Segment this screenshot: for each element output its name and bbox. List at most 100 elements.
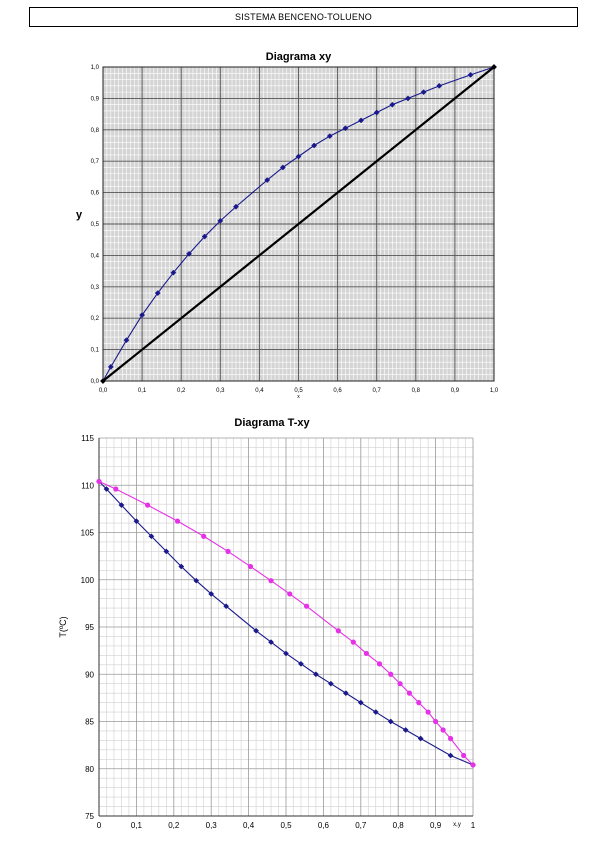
bubble-point-marker: [163, 548, 170, 555]
bubble-point-marker: [447, 752, 454, 759]
x-axis-label: x,y: [453, 822, 461, 828]
y-tick-label: 100: [81, 576, 95, 585]
diagonal-point: [100, 378, 106, 384]
bubble-point-marker: [253, 627, 260, 634]
bubble-point-marker: [103, 486, 110, 492]
y-tick-label: 80: [85, 765, 94, 774]
x-tick-label: 1: [471, 821, 476, 830]
y-tick-label: 115: [81, 434, 94, 443]
y-tick-label: 0,7: [91, 159, 100, 165]
y-tick-label: 75: [85, 812, 94, 821]
equilibrium-point: [201, 233, 208, 240]
x-tick-label: 0,4: [243, 821, 255, 830]
bubble-point-marker: [148, 533, 155, 540]
dew-point-marker: [425, 709, 431, 715]
dew-point-marker: [303, 603, 310, 609]
equilibrium-point: [154, 290, 161, 297]
diagonal-line: [102, 66, 495, 382]
y-tick-label: 0,0: [91, 379, 100, 385]
y-tick-label: 0,6: [91, 191, 100, 197]
x-axis-label: x: [297, 394, 300, 400]
y-tick-label: 0,8: [91, 128, 100, 134]
header-title-box: SISTEMA BENCENO-TOLUENO: [29, 7, 578, 27]
dew-point-marker: [145, 502, 151, 508]
plot-border: [102, 66, 495, 382]
equilibrium-point: [279, 164, 286, 171]
bubble-point-curve: [98, 481, 474, 766]
y-tick-label: 0,9: [91, 96, 100, 102]
dew-point-marker: [287, 591, 293, 597]
x-tick-label: 0,0: [99, 388, 108, 394]
equilibrium-point: [405, 95, 411, 102]
x-tick-label: 0,1: [138, 388, 147, 394]
bubble-point-marker: [402, 727, 409, 733]
bubble-point-marker: [417, 735, 424, 742]
equilibrium-point: [107, 363, 114, 370]
x-tick-label: 0,2: [177, 388, 186, 394]
dew-point-marker: [440, 727, 446, 733]
bubble-point-marker: [342, 690, 349, 697]
x-tick-label: 0,1: [131, 821, 143, 830]
x-tick-label: 0,6: [318, 821, 330, 830]
bubble-point-marker: [298, 660, 304, 667]
y-tick-label: 0,3: [91, 285, 100, 291]
dew-point-marker: [406, 690, 413, 696]
x-tick-label: 0,6: [333, 388, 342, 394]
dew-point-marker: [113, 486, 119, 492]
y-tick-label: 0,1: [91, 348, 100, 354]
x-tick-label: 0,9: [451, 388, 460, 394]
x-tick-label: 0,5: [294, 388, 303, 394]
x-tick-label: 0,8: [412, 388, 421, 394]
x-tick-label: 0,7: [355, 821, 367, 830]
y-tick-label: 0,2: [91, 316, 100, 322]
bubble-point-marker: [357, 699, 364, 706]
y-tick-label: 110: [81, 481, 94, 490]
x-tick-label: 0,5: [280, 821, 292, 830]
bubble-point-marker: [118, 502, 125, 509]
dew-point-marker: [174, 518, 181, 524]
txy-diagram: 0 0,1 0,2 0,3 0,4 0,5 0,6 0,7 0,8 0,9 1 75 80 85 90 95 1…: [58, 417, 476, 830]
bubble-point-marker: [133, 518, 140, 525]
dew-point-marker: [350, 639, 356, 645]
bubble-point-marker: [327, 680, 334, 687]
bubble-point-marker: [178, 563, 185, 570]
equilibrium-point: [186, 250, 192, 257]
equilibrium-point: [358, 117, 365, 124]
dew-point-marker: [397, 681, 403, 687]
y-tick-label: 90: [85, 670, 94, 679]
dew-point-marker: [201, 533, 207, 539]
equilibrium-point: [295, 153, 302, 160]
dew-point-marker: [96, 478, 102, 485]
y-tick-label: 0,5: [91, 222, 100, 228]
equilibrium-point: [326, 133, 333, 140]
bubble-point-marker: [268, 639, 274, 646]
dew-point-marker: [363, 650, 370, 657]
bubble-point-marker: [193, 577, 200, 584]
y-tick-label: 1,0: [91, 65, 100, 71]
equilibrium-point: [170, 269, 177, 276]
bubble-point-marker: [283, 650, 289, 657]
x-tick-label: 0,8: [393, 821, 405, 830]
dew-point-marker: [268, 578, 274, 584]
dew-point-marker: [376, 661, 383, 667]
dew-point-marker: [433, 718, 439, 725]
equilibrium-point: [311, 142, 318, 149]
equilibrium-point: [232, 203, 239, 210]
equilibrium-point: [373, 109, 380, 116]
x-tick-label: 0,9: [430, 821, 442, 830]
dew-point-marker: [225, 548, 231, 554]
bubble-point-marker: [208, 590, 215, 597]
dew-point-marker: [447, 735, 454, 742]
chart-title: Diagrama T-xy: [234, 417, 310, 429]
equilibrium-point: [217, 217, 224, 224]
dew-point-marker: [470, 762, 476, 768]
bubble-point-marker: [372, 709, 379, 716]
dew-point-marker: [416, 700, 422, 706]
equilibrium-curve: [102, 66, 495, 382]
equilibrium-point: [123, 337, 130, 344]
equilibrium-point: [342, 125, 349, 132]
x-tick-label: 1,0: [490, 388, 499, 394]
equilibrium-point: [436, 82, 443, 89]
y-axis-label: T(ºC): [58, 616, 68, 637]
dew-point-marker: [335, 628, 341, 634]
